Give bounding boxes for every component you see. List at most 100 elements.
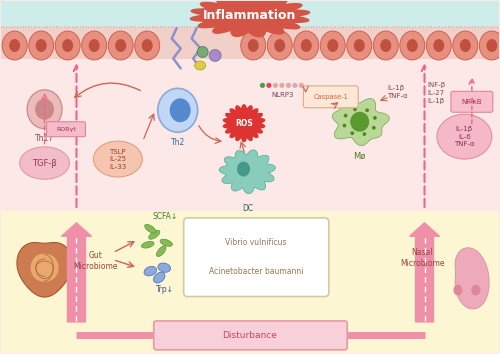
- FancyBboxPatch shape: [184, 218, 329, 297]
- FancyBboxPatch shape: [304, 86, 358, 108]
- Ellipse shape: [350, 112, 369, 132]
- Ellipse shape: [407, 39, 418, 52]
- Ellipse shape: [194, 61, 205, 70]
- Text: Disturbance: Disturbance: [222, 331, 278, 340]
- Ellipse shape: [380, 39, 392, 52]
- FancyBboxPatch shape: [154, 321, 347, 350]
- Ellipse shape: [434, 39, 444, 52]
- Ellipse shape: [400, 31, 425, 60]
- Circle shape: [350, 131, 354, 135]
- Ellipse shape: [486, 39, 498, 52]
- Ellipse shape: [35, 99, 54, 120]
- FancyBboxPatch shape: [46, 122, 86, 137]
- Ellipse shape: [156, 246, 166, 257]
- Circle shape: [344, 114, 347, 118]
- Ellipse shape: [237, 161, 250, 177]
- Polygon shape: [455, 248, 489, 309]
- Circle shape: [209, 50, 221, 62]
- Circle shape: [299, 83, 304, 88]
- Polygon shape: [0, 211, 500, 353]
- Ellipse shape: [144, 266, 156, 276]
- Ellipse shape: [144, 224, 156, 233]
- Ellipse shape: [82, 31, 106, 60]
- Ellipse shape: [426, 31, 452, 60]
- Bar: [0, 27, 500, 59]
- Polygon shape: [219, 150, 276, 194]
- Ellipse shape: [142, 39, 152, 52]
- Ellipse shape: [241, 31, 266, 60]
- Polygon shape: [332, 98, 390, 145]
- Ellipse shape: [28, 31, 54, 60]
- Ellipse shape: [472, 285, 480, 296]
- Text: INF-β
IL-27
IL-1β: INF-β IL-27 IL-1β: [427, 82, 445, 104]
- Text: Gut
Microbiome: Gut Microbiome: [73, 251, 118, 271]
- Ellipse shape: [36, 39, 46, 52]
- Circle shape: [362, 132, 366, 136]
- Ellipse shape: [55, 31, 80, 60]
- Circle shape: [286, 83, 291, 88]
- Polygon shape: [0, 1, 500, 211]
- Circle shape: [292, 83, 298, 88]
- Circle shape: [273, 83, 278, 88]
- Circle shape: [197, 46, 208, 57]
- Circle shape: [373, 116, 377, 120]
- Circle shape: [260, 83, 265, 88]
- Polygon shape: [410, 223, 440, 322]
- Ellipse shape: [294, 31, 318, 60]
- Text: TGF-β: TGF-β: [32, 159, 57, 167]
- Polygon shape: [30, 254, 58, 282]
- Circle shape: [280, 83, 284, 88]
- Ellipse shape: [453, 31, 478, 60]
- Ellipse shape: [158, 88, 198, 132]
- Ellipse shape: [9, 39, 20, 52]
- Text: Th17: Th17: [35, 134, 54, 143]
- Ellipse shape: [115, 39, 126, 52]
- Text: Mø: Mø: [354, 152, 366, 161]
- Text: TSLP
IL-25
IL-33: TSLP IL-25 IL-33: [109, 149, 126, 170]
- Circle shape: [353, 108, 357, 111]
- Text: NLRP3: NLRP3: [271, 92, 293, 98]
- FancyBboxPatch shape: [451, 91, 493, 112]
- Ellipse shape: [454, 285, 462, 296]
- Text: IL-1β
IL-6
TNF-α: IL-1β IL-6 TNF-α: [454, 126, 474, 147]
- Polygon shape: [17, 242, 72, 297]
- Text: SCFA↓: SCFA↓: [152, 212, 178, 221]
- Ellipse shape: [437, 114, 492, 159]
- Ellipse shape: [274, 39, 285, 52]
- Ellipse shape: [268, 31, 292, 60]
- Circle shape: [372, 126, 376, 130]
- Ellipse shape: [301, 39, 312, 52]
- Text: Inflammation: Inflammation: [204, 9, 296, 22]
- Ellipse shape: [154, 272, 165, 283]
- Ellipse shape: [62, 39, 73, 52]
- Polygon shape: [190, 0, 310, 37]
- Ellipse shape: [27, 90, 62, 129]
- Circle shape: [266, 83, 272, 88]
- Ellipse shape: [2, 31, 27, 60]
- Text: Trp↓: Trp↓: [156, 285, 174, 293]
- Ellipse shape: [480, 31, 500, 60]
- Ellipse shape: [134, 31, 160, 60]
- Text: IL-1β
TNF-α: IL-1β TNF-α: [387, 85, 407, 99]
- Ellipse shape: [374, 31, 398, 60]
- Ellipse shape: [88, 39, 100, 52]
- Circle shape: [365, 108, 369, 112]
- Ellipse shape: [248, 39, 258, 52]
- Circle shape: [342, 124, 346, 127]
- Ellipse shape: [148, 230, 160, 239]
- Ellipse shape: [94, 141, 142, 177]
- Ellipse shape: [347, 31, 372, 60]
- Ellipse shape: [108, 31, 133, 60]
- Text: Caspase-1: Caspase-1: [314, 94, 348, 100]
- Polygon shape: [224, 105, 264, 142]
- Ellipse shape: [160, 239, 172, 246]
- Ellipse shape: [20, 147, 70, 179]
- Polygon shape: [62, 223, 92, 322]
- Text: NF-κB: NF-κB: [462, 99, 482, 105]
- Ellipse shape: [328, 39, 338, 52]
- Text: DC: DC: [242, 204, 253, 213]
- Ellipse shape: [320, 31, 345, 60]
- Text: Nasal
Microbiome: Nasal Microbiome: [400, 248, 444, 268]
- Text: RORγt: RORγt: [56, 127, 76, 132]
- Ellipse shape: [170, 98, 190, 122]
